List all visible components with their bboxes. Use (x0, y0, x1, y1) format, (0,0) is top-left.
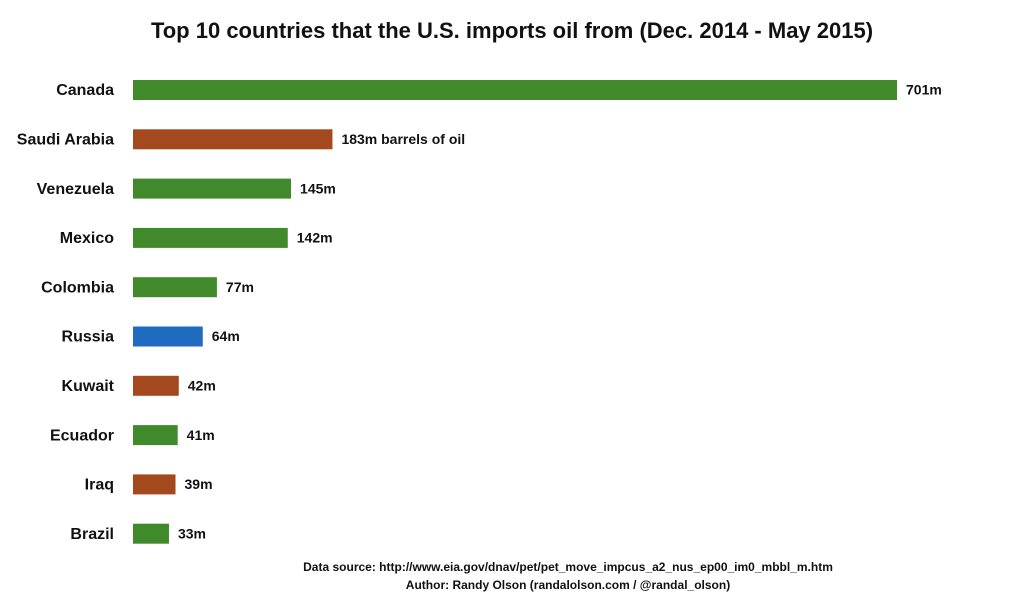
category-label: Canada (56, 82, 114, 99)
category-label: Colombia (41, 279, 114, 296)
category-label: Iraq (85, 477, 114, 494)
bar (133, 129, 333, 150)
category-label: Ecuador (50, 427, 114, 444)
bar (133, 80, 897, 100)
bar (133, 178, 292, 199)
value-label: 33m (178, 525, 206, 541)
category-label: Venezuela (37, 181, 114, 198)
value-label: 64m (212, 328, 240, 344)
value-label: 39m (185, 476, 213, 492)
bar (133, 326, 203, 347)
bar (133, 425, 178, 446)
category-label: Brazil (70, 526, 114, 543)
category-label: Mexico (60, 230, 114, 247)
bar (133, 375, 179, 396)
value-label: 142m (297, 230, 333, 246)
value-label: 41m (187, 427, 215, 443)
source-note: Data source: http://www.eia.gov/dnav/pet… (303, 560, 833, 574)
value-label: 701m (906, 82, 942, 98)
category-label: Saudi Arabia (17, 132, 114, 149)
bar (133, 227, 288, 248)
category-label: Kuwait (62, 378, 115, 395)
bar (133, 277, 217, 298)
value-label: 42m (188, 378, 216, 394)
value-label: 183m barrels of oil (341, 131, 465, 147)
bar (133, 474, 176, 495)
value-label: 145m (300, 180, 336, 196)
value-label: 77m (226, 279, 254, 295)
category-label: Russia (62, 329, 115, 346)
author-note: Author: Randy Olson (randalolson.com / @… (406, 578, 730, 592)
bar (133, 523, 169, 544)
chart-title: Top 10 countries that the U.S. imports o… (151, 18, 873, 43)
